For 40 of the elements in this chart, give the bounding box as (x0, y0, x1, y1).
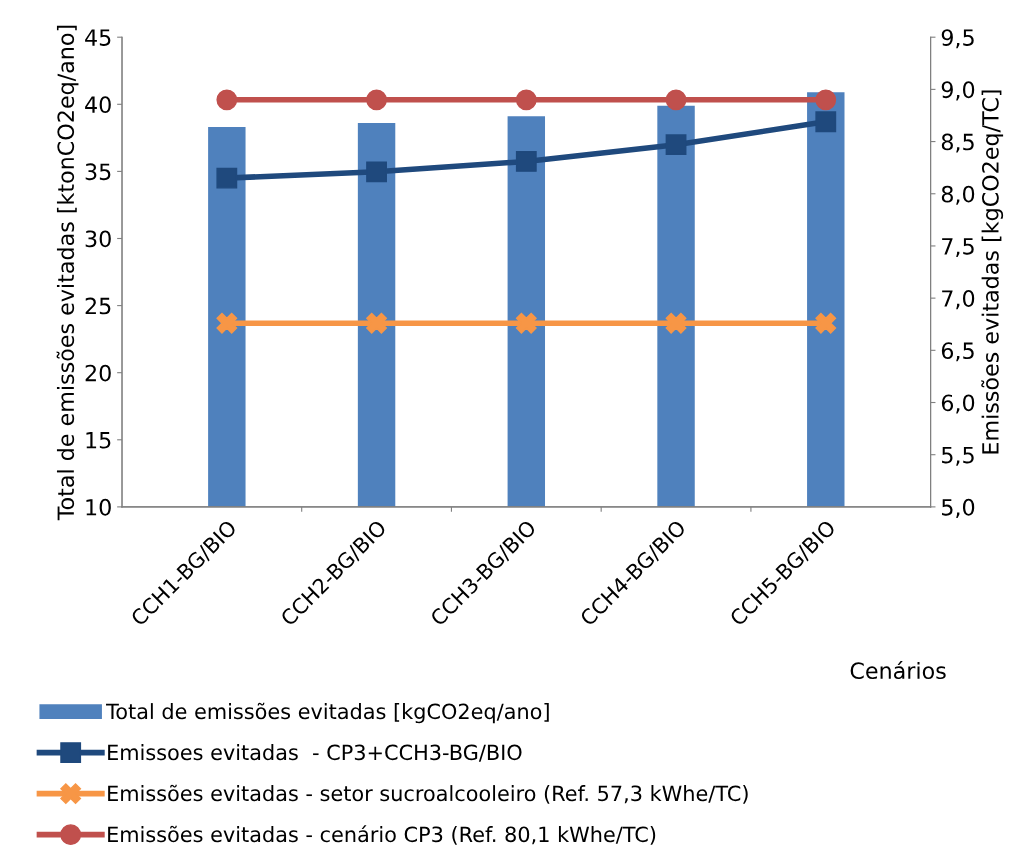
point (366, 161, 387, 183)
legend-label: Emissões evitadas - cenário CP3 (Ref. 80,1 kWhe/TC) (108, 825, 656, 845)
y-tick-label: 30 (85, 230, 111, 248)
y-tick-label: 35 (85, 163, 111, 181)
y2-tick-label: 5,5 (942, 446, 974, 466)
y-tick-label: 10 (86, 498, 111, 516)
y2-tick-label: 7,0 (942, 290, 975, 310)
legend-label: Emissões evitadas - setor sucroalcooleiro (Ref. 57,3 kWhe/TC) (108, 784, 748, 804)
y2-tick-label: 8,5 (941, 133, 974, 153)
point (216, 89, 238, 111)
point (216, 167, 238, 189)
point (665, 134, 687, 156)
y-axis-title: Total de emissões evitadas [ktonCO2eq/ano] (56, 25, 79, 521)
point (815, 111, 837, 133)
y2-tick-label: 6,5 (941, 342, 974, 362)
y2-tick-label: 7,5 (942, 238, 974, 257)
point (366, 89, 387, 111)
y2-tick-label: 9,5 (941, 29, 974, 49)
legend-label: Emissoes evitadas - CP3+CCH3-BG/BIO (108, 744, 522, 762)
y-tick-label: 45 (85, 29, 111, 46)
point (665, 312, 687, 334)
point (815, 312, 837, 334)
y2-tick-label: 8,0 (941, 185, 975, 205)
y2-tick-label: 5,0 (942, 498, 975, 518)
y-tick-label: 25 (85, 297, 111, 315)
y-tick-label: 40 (85, 96, 111, 114)
point (366, 312, 387, 334)
y-tick-label: 15 (86, 432, 111, 449)
point (515, 312, 537, 334)
point (216, 312, 238, 334)
legend-label: Total de emissões evitadas [kgCO2eq/ano] (106, 702, 549, 724)
y-tick-label: 20 (85, 364, 111, 382)
point (665, 89, 687, 111)
point (515, 89, 537, 111)
point (515, 150, 537, 172)
y2-tick-label: 9,0 (941, 81, 975, 101)
point (815, 89, 837, 111)
x-axis-title: Cenários (850, 661, 946, 680)
y2-tick-label: 6,0 (941, 394, 975, 414)
y2-axis-title: Emissões evitadas [kgCO2eq/TC] (981, 90, 1004, 454)
